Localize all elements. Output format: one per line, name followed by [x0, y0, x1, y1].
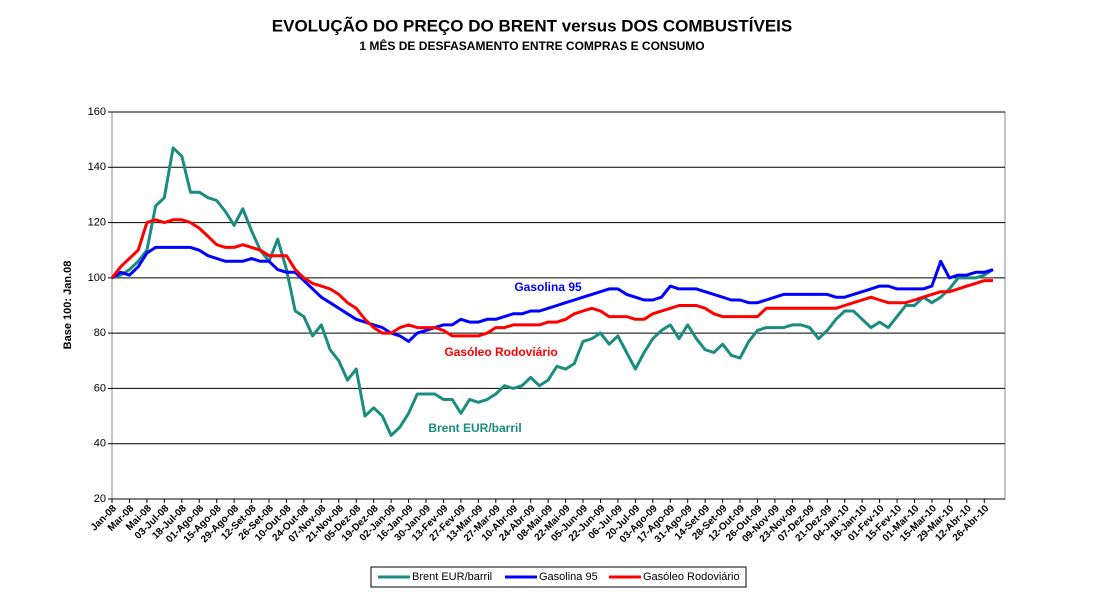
y-tick-label: 20	[94, 493, 106, 505]
y-tick-label: 60	[94, 382, 106, 394]
annotation: Brent EUR/barril	[428, 421, 521, 435]
y-axis-label: Base 100: Jan.08	[62, 261, 74, 350]
chart-title: EVOLUÇÃO DO PREÇO DO BRENT versus DOS CO…	[272, 15, 792, 35]
series-line	[111, 146, 994, 437]
y-tick-label: 40	[94, 438, 106, 450]
legend-label: Gasolina 95	[539, 571, 598, 583]
legend-label: Gasóleo Rodoviário	[643, 571, 740, 583]
annotation: Gasolina 95	[514, 280, 582, 294]
legend-label: Brent EUR/barril	[412, 571, 492, 583]
annotation: Gasóleo Rodoviário	[444, 345, 557, 359]
chart-subtitle: 1 MÊS DE DESFASAMENTO ENTRE COMPRAS E CO…	[359, 38, 704, 53]
y-tick-label: 80	[94, 327, 106, 339]
y-tick-label: 100	[88, 272, 106, 284]
y-tick-label: 160	[88, 106, 106, 118]
series-line	[111, 245, 994, 343]
y-tick-label: 120	[88, 216, 106, 228]
series-line	[110, 218, 993, 338]
y-tick-label: 140	[88, 161, 106, 173]
legend-box	[370, 566, 747, 588]
